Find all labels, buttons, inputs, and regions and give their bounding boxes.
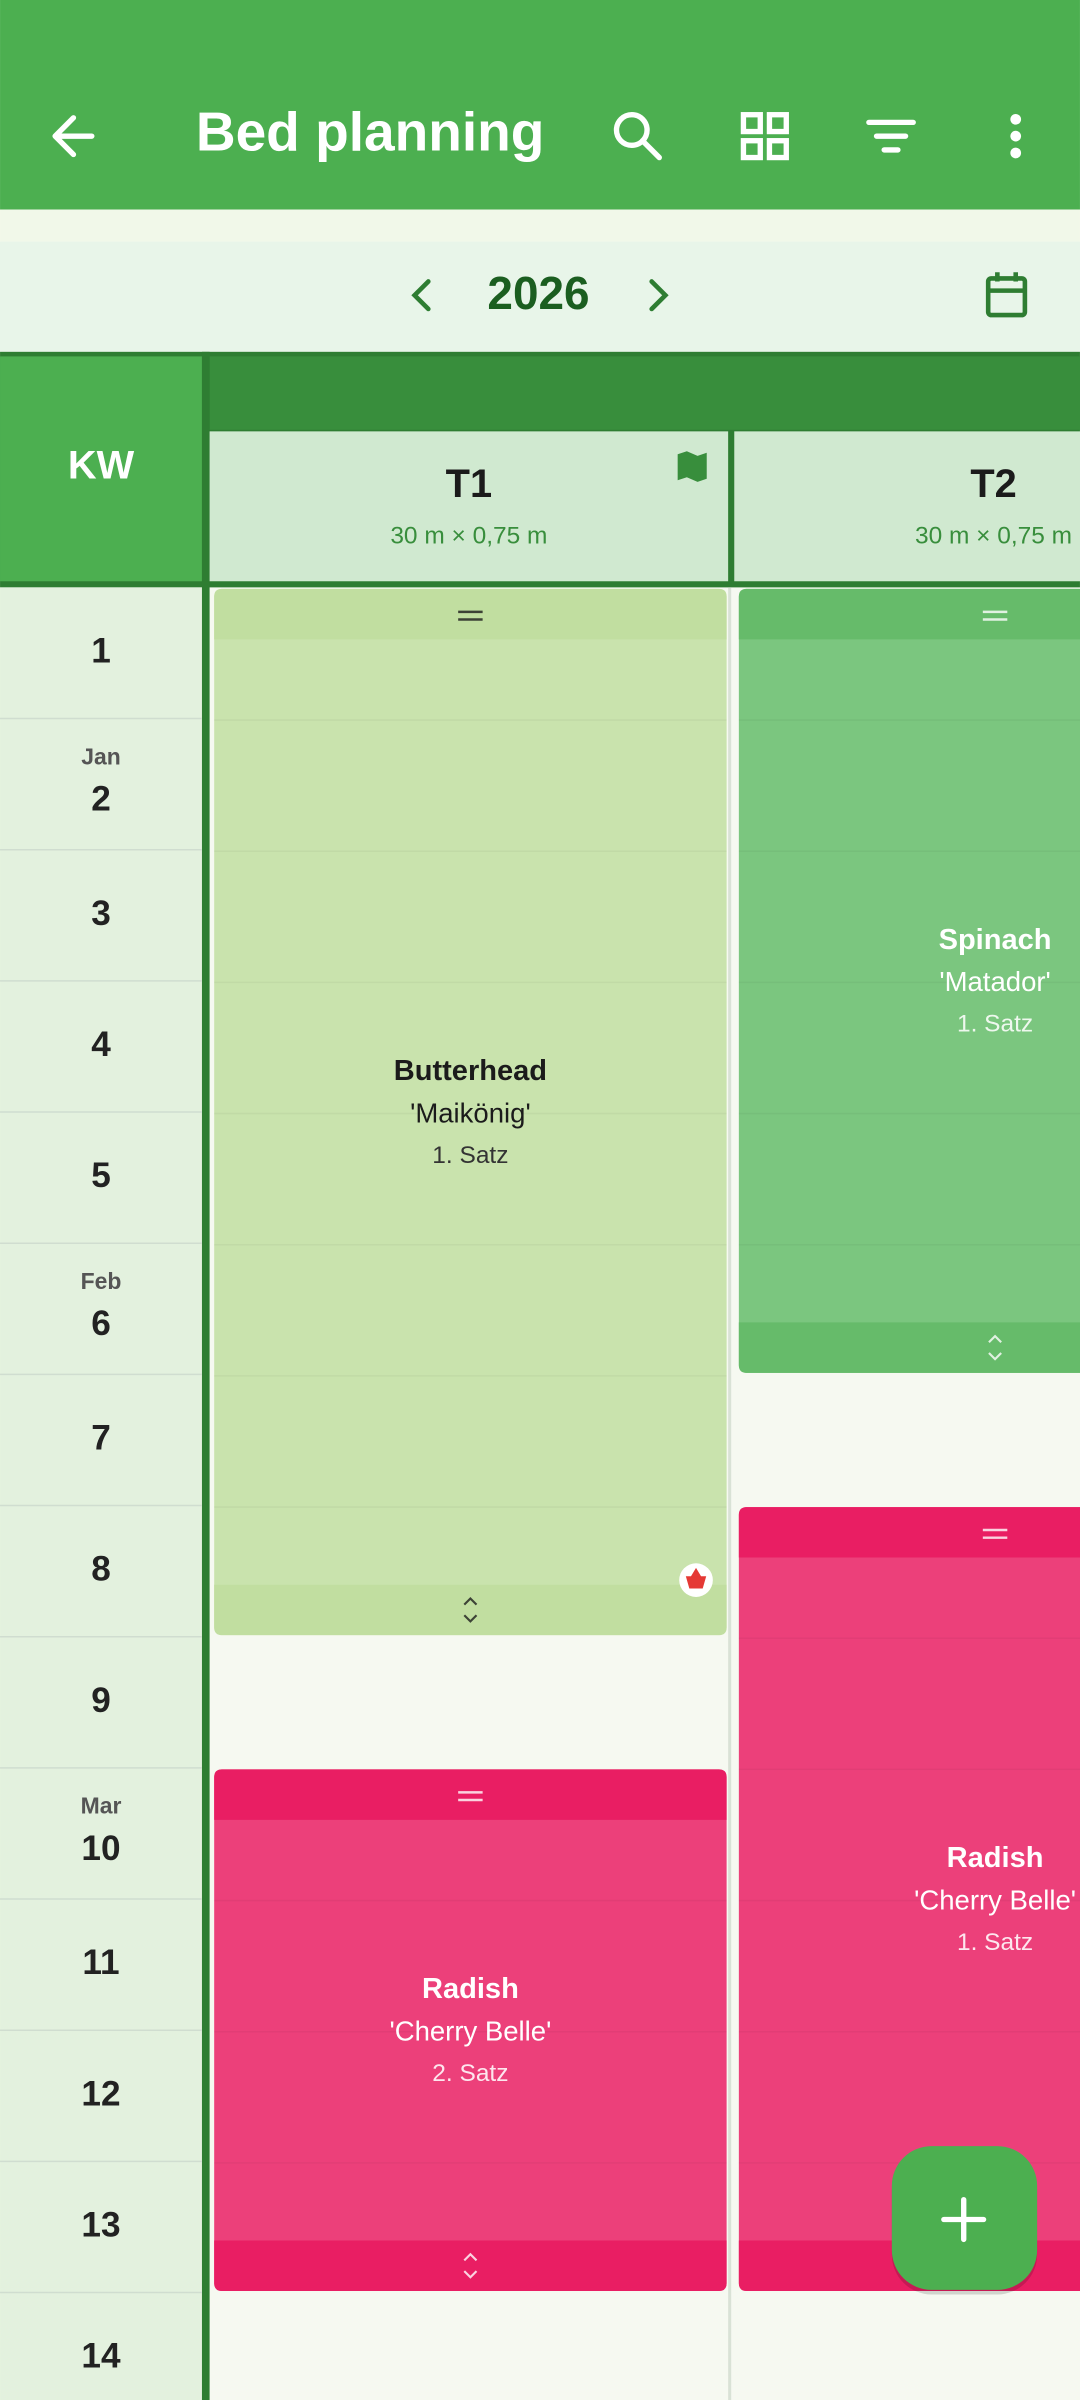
week-number: 5 xyxy=(91,1156,111,1195)
week-number: 13 xyxy=(81,2205,120,2244)
card-top-bar xyxy=(738,588,1080,640)
drag-handle xyxy=(458,610,483,621)
resize-handle xyxy=(463,1596,478,1623)
week-number: 4 xyxy=(91,1025,111,1064)
back-button[interactable] xyxy=(52,115,95,158)
bed-size: 30 m × 0,75 m xyxy=(390,522,547,549)
month-label: Feb xyxy=(81,1268,122,1294)
month-label: Mar xyxy=(81,1793,122,1819)
planting-card[interactable]: Butterhead 'Maikönig' 1. Satz xyxy=(214,588,727,1636)
card-top-bar xyxy=(738,1507,1080,1558)
week-number: 3 xyxy=(91,894,111,933)
bed-size: 30 m × 0,75 m xyxy=(915,522,1072,549)
succession: 1. Satz xyxy=(957,1929,1033,1956)
card-body xyxy=(214,1769,727,2292)
planting-card[interactable]: Radish 'Cherry Belle' 2. Satz xyxy=(214,1769,727,2292)
bed-name: T1 xyxy=(446,462,492,506)
card-bottom-bar xyxy=(214,1584,727,1636)
week-number: 2 xyxy=(91,779,111,818)
week-number: 7 xyxy=(91,1418,111,1457)
header-band xyxy=(209,356,1080,430)
more-button[interactable] xyxy=(1010,113,1022,159)
app-bar xyxy=(0,0,1080,210)
add-button[interactable] xyxy=(891,2146,1038,2295)
week-number: 9 xyxy=(91,1681,111,1720)
month-label: Jan xyxy=(81,743,121,769)
card-body xyxy=(738,588,1080,1373)
bed-header xyxy=(734,431,1080,582)
week-number: 8 xyxy=(91,1550,111,1589)
week-number: 1 xyxy=(91,631,111,670)
card-body xyxy=(738,1507,1080,2292)
succession: 2. Satz xyxy=(432,2060,508,2087)
resize-handle xyxy=(988,1334,1002,1361)
drag-handle xyxy=(458,1791,483,1802)
succession: 1. Satz xyxy=(432,1142,508,1169)
card-top-bar xyxy=(214,588,727,640)
kw-header xyxy=(0,356,202,582)
year-bar xyxy=(0,241,1080,352)
crop-name: Butterhead xyxy=(394,1055,547,1087)
variety: 'Cherry Belle' xyxy=(389,2016,551,2047)
week-number: 14 xyxy=(81,2337,121,2376)
harvest-icon xyxy=(685,1567,707,1589)
filter-button[interactable] xyxy=(866,119,916,153)
card-bottom-bar xyxy=(738,1322,1080,1373)
year: 2026 xyxy=(487,267,589,319)
week-number: 12 xyxy=(81,2074,120,2113)
card-body xyxy=(214,588,727,1636)
week-column xyxy=(0,587,202,2400)
crop-name: Radish xyxy=(422,1973,519,2005)
variety: 'Cherry Belle' xyxy=(914,1884,1076,1915)
card-top-bar xyxy=(214,1769,727,1820)
bed-name: T2 xyxy=(970,462,1016,506)
map-icon xyxy=(677,451,707,482)
spacer xyxy=(0,209,1080,242)
week-divider xyxy=(201,351,210,2400)
next-year[interactable] xyxy=(649,279,669,312)
calendar-button[interactable] xyxy=(985,272,1028,318)
crop-name: Radish xyxy=(947,1842,1044,1874)
week-number: 11 xyxy=(82,1943,119,1982)
variety: 'Matador' xyxy=(939,966,1050,997)
crop-name: Spinach xyxy=(939,924,1052,956)
app-title: Bed planning xyxy=(196,101,545,163)
grid-body: 1 Jan 2 3 4 5 Feb 6 7 8 9 Mar 10 11 12 13 14 T1 30 m × 0,7… xyxy=(0,351,1080,2400)
week-number: 6 xyxy=(91,1304,111,1343)
variety: 'Maikönig' xyxy=(410,1097,531,1128)
planting-card[interactable]: Spinach 'Matador' 1. Satz xyxy=(738,588,1080,1373)
resize-handle xyxy=(463,2252,478,2279)
succession: 1. Satz xyxy=(957,1011,1033,1038)
drag-handle xyxy=(982,610,1008,621)
prev-year[interactable] xyxy=(411,279,431,312)
bed-header xyxy=(209,431,729,582)
search-button[interactable] xyxy=(613,112,662,161)
layout-button[interactable] xyxy=(740,112,789,161)
kw-label: KW xyxy=(68,444,135,488)
card-bottom-bar xyxy=(214,2240,727,2292)
drag-handle xyxy=(982,1528,1008,1539)
week-number: 10 xyxy=(81,1829,120,1868)
